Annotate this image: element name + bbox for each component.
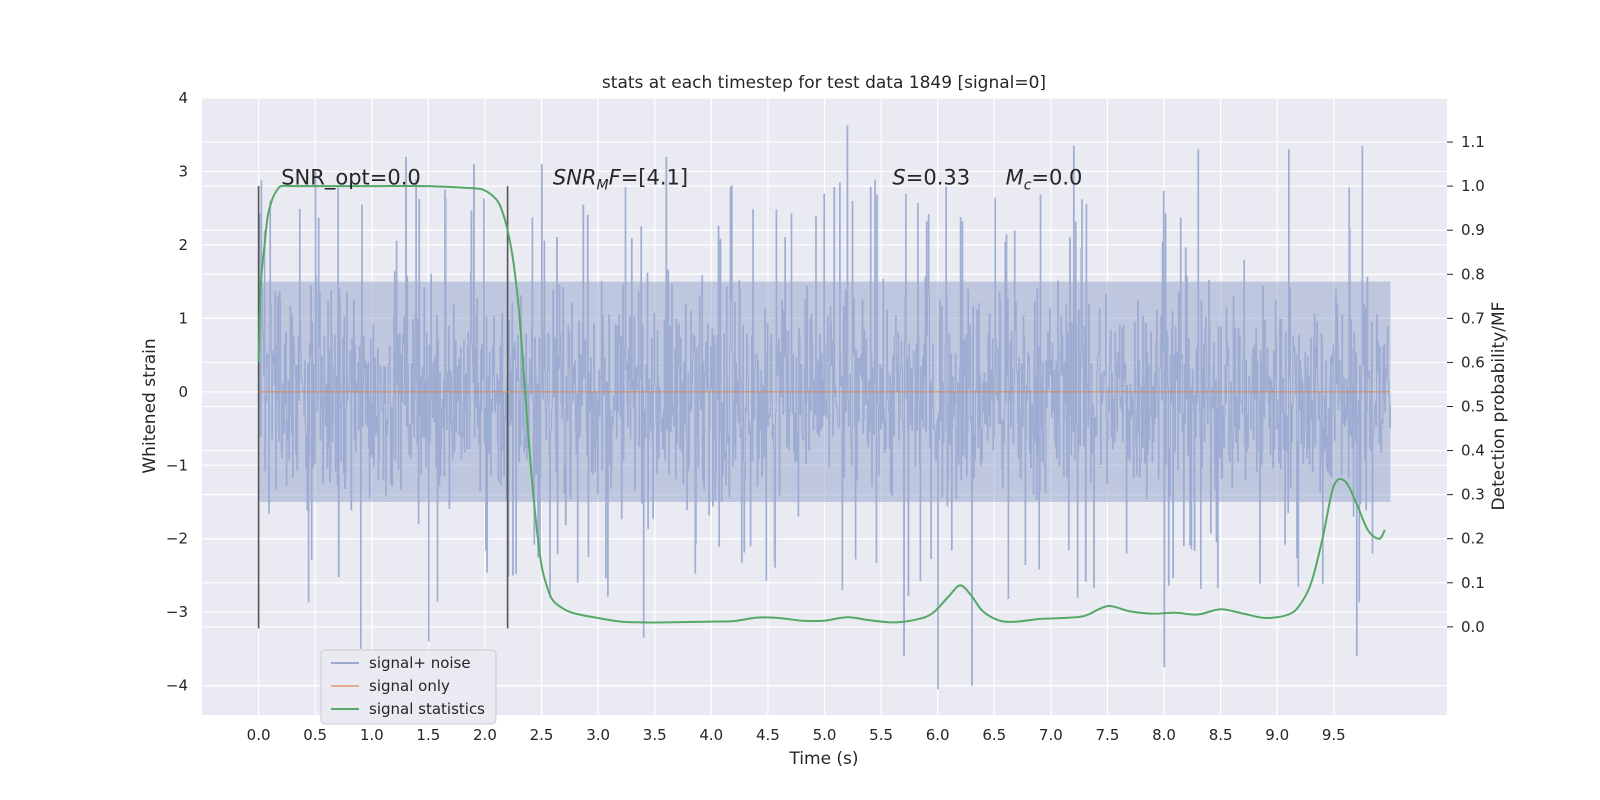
y-tick-label: −3: [166, 603, 188, 621]
x-axis-label: Time (s): [788, 749, 858, 769]
annotations: SNR_opt=0.0 SNRMF=[4.1] S=0.33 Mc=0.0: [281, 165, 1082, 193]
marker-lines: [257, 186, 509, 629]
x-tick-label: 5.5: [869, 726, 893, 744]
signal-statistics-series: [257, 184, 1386, 624]
x-tick-label: 9.5: [1322, 726, 1346, 744]
y-right-tick-label: 0.3: [1461, 486, 1485, 504]
legend: signal+ noise signal only signal statist…: [320, 649, 497, 725]
x-tick-label: 2.5: [530, 726, 554, 744]
y-tick-label: 1: [178, 309, 188, 327]
signal-statistics-line: [257, 184, 1386, 624]
y-tick-label: 2: [178, 236, 188, 254]
annotation-s-stat: S=0.33: [892, 165, 970, 189]
y-right-tick-label: 0.9: [1461, 221, 1485, 239]
y-right-tick-label: 0.0: [1461, 618, 1485, 636]
x-tick-labels: 0.0 0.5 1.0 1.5 2.0 2.5 3.0 3.5 4.0 4.5 5.0 5.5 6.0 6…: [247, 726, 1346, 744]
x-tick-label: 0.5: [303, 726, 327, 744]
y-right-tick-label: 0.6: [1461, 353, 1485, 371]
y-right-tick-label: 0.7: [1461, 309, 1485, 327]
x-tick-label: 8.0: [1152, 726, 1176, 744]
annotation-snr-mf: SNRMF=[4.1]: [553, 165, 688, 193]
y-right-tick-label: 1.1: [1461, 133, 1485, 151]
y-right-tick-labels: 1.1 1.0 0.9 0.8 0.7 0.6 0.5 0.4 0.3 0.2 0.1 0.0: [1447, 133, 1485, 636]
y-right-tick-label: 1.0: [1461, 177, 1485, 195]
x-tick-label: 6.0: [926, 726, 950, 744]
y-right-tick-label: 0.1: [1461, 574, 1485, 592]
y-tick-label: 0: [178, 383, 188, 401]
y-axis-label: Whitened strain: [140, 338, 160, 473]
y-right-tick-label: 0.8: [1461, 265, 1485, 283]
legend-label-signal-noise: signal+ noise: [369, 654, 471, 672]
y-right-axis-label: Detection probability/MF: [1489, 302, 1509, 511]
y-tick-label: −4: [166, 677, 188, 695]
x-tick-label: 3.0: [586, 726, 610, 744]
x-tick-label: 8.5: [1209, 726, 1233, 744]
x-tick-label: 1.5: [416, 726, 440, 744]
y-tick-label: 4: [178, 89, 188, 107]
y-tick-label: −2: [166, 530, 188, 548]
x-tick-label: 4.5: [756, 726, 780, 744]
x-tick-label: 9.0: [1265, 726, 1289, 744]
x-tick-label: 7.0: [1039, 726, 1063, 744]
y-tick-label: 3: [178, 162, 188, 180]
legend-label-signal-statistics: signal statistics: [369, 700, 485, 718]
x-tick-label: 7.5: [1096, 726, 1120, 744]
x-tick-label: 0.0: [247, 726, 271, 744]
x-tick-label: 1.0: [360, 726, 384, 744]
y-tick-labels: 4 3 2 1 0 −1 −2 −3 −4: [166, 89, 188, 695]
x-tick-label: 4.0: [699, 726, 723, 744]
y-right-tick-label: 0.4: [1461, 442, 1485, 460]
x-tick-label: 2.0: [473, 726, 497, 744]
legend-label-signal-only: signal only: [369, 677, 450, 695]
annotation-snr-opt: SNR_opt=0.0: [281, 165, 421, 190]
x-tick-label: 5.0: [813, 726, 837, 744]
chart-title: stats at each timestep for test data 184…: [602, 73, 1046, 93]
x-tick-label: 6.5: [982, 726, 1006, 744]
y-right-tick-label: 0.2: [1461, 530, 1485, 548]
annotation-mc: Mc=0.0: [1006, 165, 1083, 193]
x-tick-label: 3.5: [643, 726, 667, 744]
y-right-tick-label: 0.5: [1461, 398, 1485, 416]
y-tick-label: −1: [166, 456, 188, 474]
legend-box: [320, 649, 497, 725]
